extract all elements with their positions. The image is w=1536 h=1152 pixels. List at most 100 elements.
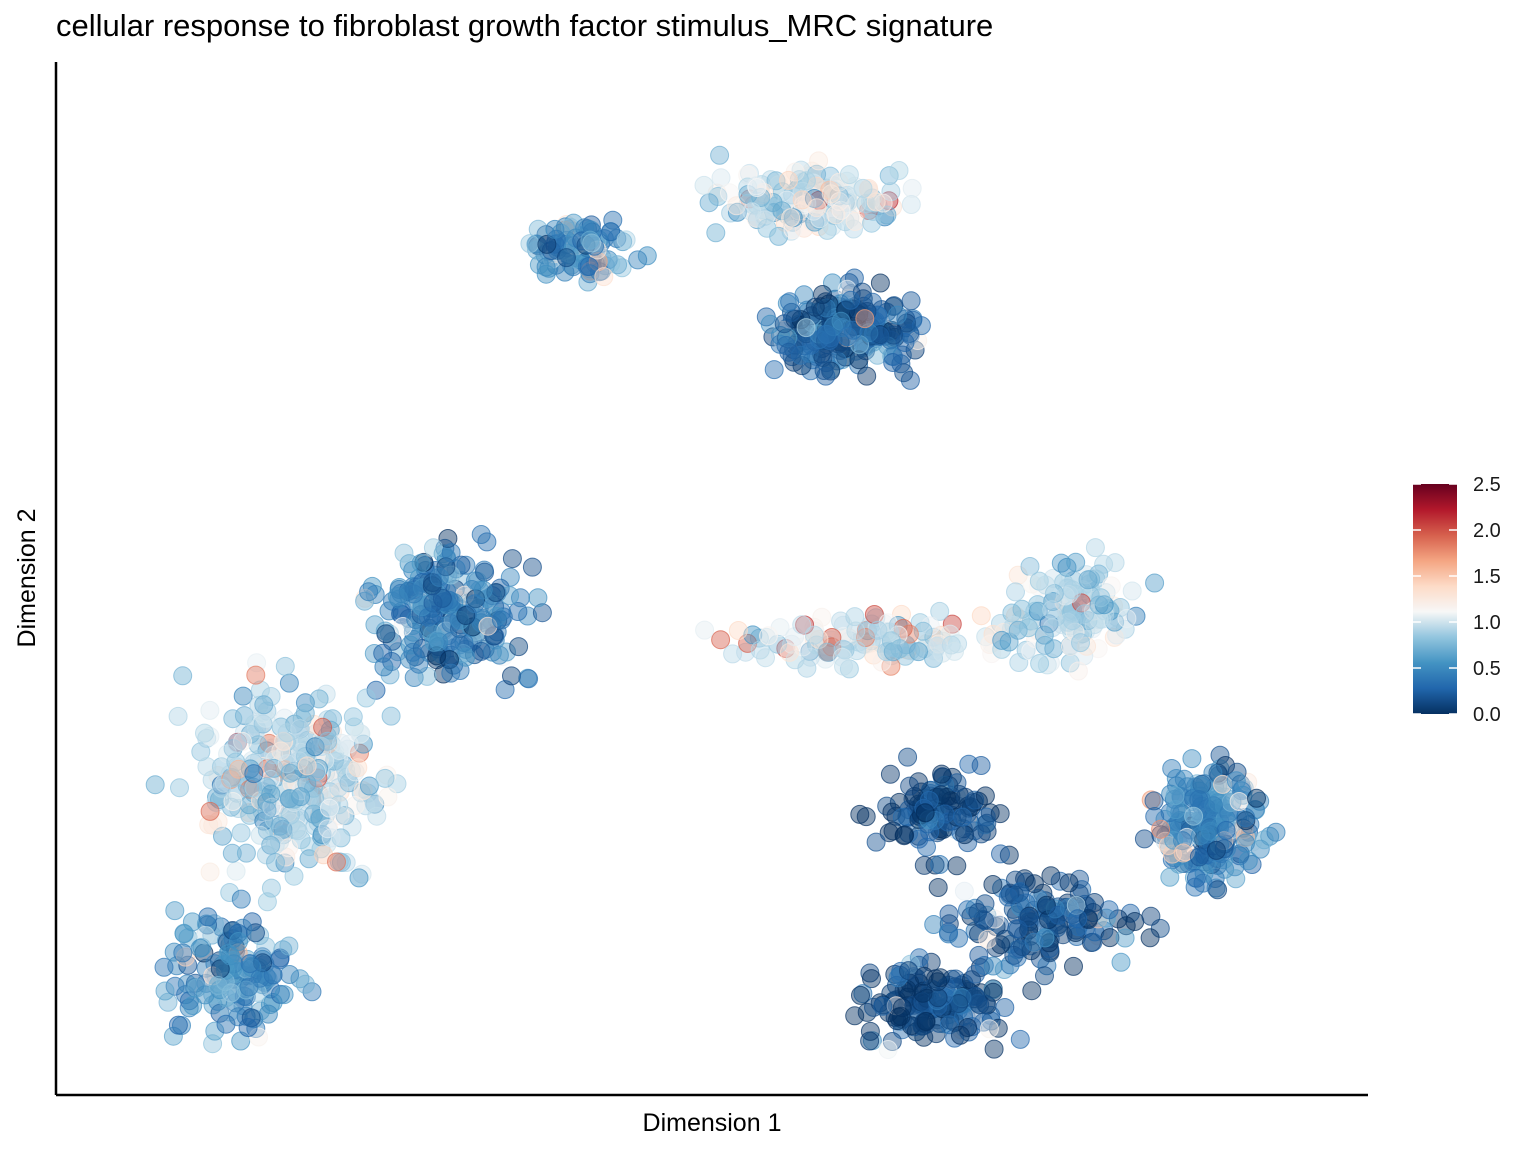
scatter-point-1742 [1165,786,1185,806]
scatter-point-1216 [183,996,203,1015]
scatter-point-1880 [995,998,1015,1017]
scatter-point-1238 [182,912,202,932]
scatter-point-325 [772,182,792,202]
scatter-point-131 [764,360,784,380]
scatter-point-1077 [212,778,232,798]
scatter-point-401 [829,186,849,206]
scatter-point-789 [226,861,246,881]
scatter-point-1047 [195,723,214,743]
scatter-point-1493 [1145,573,1165,593]
scatter-point-1529 [1042,600,1062,620]
scatter-point-1739 [1184,806,1204,826]
scatter-point-1746 [1204,796,1224,816]
y-axis-label: Dimension 2 [13,509,41,648]
scatter-point-1351 [994,622,1014,642]
colorbar-tick-label-0: 0.0 [1473,704,1501,726]
scatter-point-1328 [812,607,832,627]
scatter-point-258 [870,326,890,346]
scatter-point-697 [366,680,386,700]
scatter-point-1031 [295,703,315,723]
scatter-point-773 [441,663,461,683]
scatter-point-2026 [955,825,975,845]
scatter-point-1526 [1078,570,1098,590]
scatter-point-256 [855,309,875,329]
scatter-point-515 [561,234,581,254]
scatter-point-779 [465,594,485,614]
scatter-point-529 [546,229,566,249]
scatter-point-243 [883,353,903,372]
scatter-point-900 [233,686,253,706]
scatter-point-1038 [291,734,311,754]
scatter-point-539 [616,230,636,250]
scatter-point-227 [791,345,810,365]
scatter-point-1932 [880,764,900,784]
scatter-point-658 [438,529,458,548]
scatter-point-2002 [991,844,1010,864]
scatter-point-1171 [177,974,197,994]
scatter-point-610 [522,557,542,577]
scatter-point-890 [279,673,299,693]
scatter-point-1198 [242,912,262,932]
scatter-point-532 [582,233,602,253]
scatter-point-1161 [290,969,310,989]
scatter-point-958 [377,765,397,785]
colorbar-tick-label-2: 1.0 [1473,612,1501,634]
scatter-point-1501 [1089,564,1109,584]
scatter-point-1338 [831,611,851,631]
scatter-point-747 [439,590,459,610]
scatter-point-1045 [223,792,243,811]
scatter-point-970 [200,726,220,746]
scatter-point-1220 [280,965,300,984]
scatter-point-1102 [318,731,338,751]
scatter-point-776 [436,557,456,577]
scatter-point-1517 [1066,552,1086,572]
scatter-point-731 [389,579,409,599]
scatter-point-752 [374,657,394,677]
scatter-point-1172 [256,937,276,956]
scatter-point-1253 [246,923,265,943]
scatter-point-1749 [1247,788,1266,808]
scatter-point-1103 [254,695,274,715]
scatter-point-652 [403,622,423,642]
scatter-point-2059 [1111,952,1131,972]
scatter-point-1408 [834,656,853,676]
scatter-point-348 [727,202,747,222]
scatter-point-2196 [975,894,995,914]
scatter-point-406 [853,178,873,198]
scatter-point-1084 [284,866,304,886]
scatter-point-1088 [290,719,310,739]
scatter-point-1462 [1057,557,1077,577]
scatter-point-1416 [1002,603,1022,623]
scatter-point-1265 [218,944,238,964]
scatter-point-1367 [856,628,875,647]
scatter-point-1248 [168,1015,188,1035]
scatter-point-1021 [312,737,331,756]
scatter-point-865 [145,775,165,795]
scatter-point-1737 [1206,840,1226,860]
scatter-point-686 [380,665,400,685]
scatter-point-513 [603,210,623,230]
scatter-point-2049 [900,776,920,796]
scatter-point-1212 [203,985,223,1004]
scatter-point-1007 [271,717,291,737]
scatter-point-429 [807,198,827,218]
scatter-point-1076 [261,784,281,804]
scatter-point-772 [418,607,438,627]
scatter-point-1098 [261,835,281,855]
scatter-point-2197 [1024,932,1044,952]
scatter-point-1903 [851,985,870,1005]
scatter-point-1089 [236,843,256,863]
scatter-point-1741 [1229,792,1249,811]
scatter-point-2031 [930,855,950,874]
scatter-point-1110 [203,1034,223,1054]
scatter-point-1246 [198,907,218,927]
scatter-point-255 [841,290,861,310]
scatter-point-760 [423,573,442,592]
scatter-point-976 [248,735,268,755]
scatter-point-1911 [916,1012,936,1031]
scatter-point-1385 [756,648,775,668]
scatter-point-363 [699,193,719,213]
scatter-point-2126 [954,881,974,901]
scatter-point-2195 [1068,909,1088,929]
scatter-point-254 [884,325,903,345]
